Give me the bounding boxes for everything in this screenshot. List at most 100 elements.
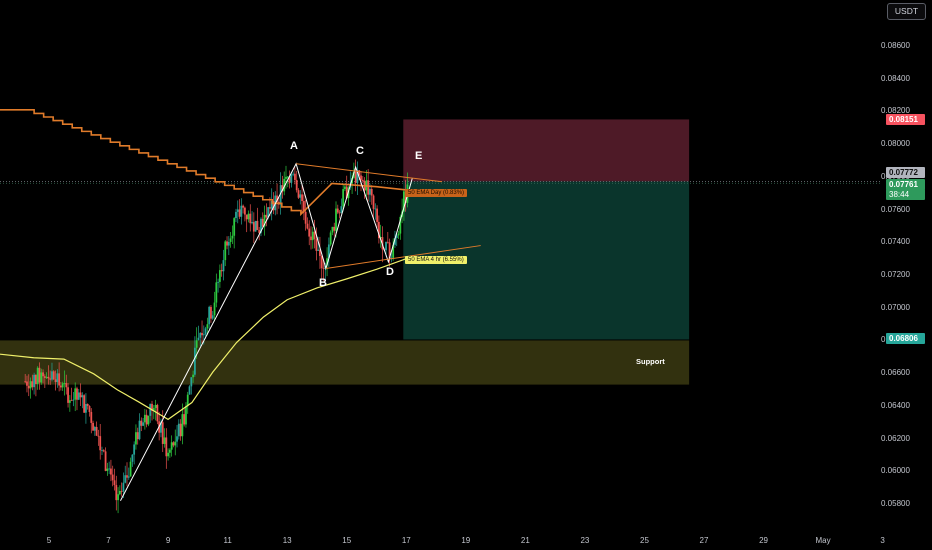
lower-trendline: [325, 245, 481, 269]
candle-body: [331, 226, 334, 233]
candle-body: [61, 383, 64, 388]
candle-body: [302, 201, 305, 212]
y-axis-tick: 0.08200: [881, 106, 910, 116]
candle-body: [138, 420, 141, 440]
candle-body: [49, 378, 52, 380]
candle-body: [90, 411, 93, 423]
candle-body: [40, 372, 43, 383]
currency-selector-button[interactable]: USDT: [887, 3, 926, 20]
support-zone-label: Support: [636, 357, 665, 366]
candle-body: [236, 209, 239, 212]
candle-body: [297, 190, 300, 198]
candle-body: [301, 194, 303, 202]
x-axis-tick: 23: [580, 536, 590, 545]
candle-body: [52, 371, 55, 380]
candle-body: [151, 403, 153, 411]
candle-body: [133, 444, 136, 455]
candle-body: [160, 422, 162, 433]
candle-body: [45, 376, 48, 378]
candle-body: [51, 371, 53, 380]
candle-body: [372, 195, 375, 209]
candle-body: [285, 176, 287, 179]
candle-body: [292, 173, 295, 175]
x-axis-tick: 21: [520, 536, 530, 545]
candle-body: [247, 213, 250, 220]
candle-body: [374, 208, 377, 210]
candle-body: [108, 468, 111, 470]
candle-body: [294, 173, 296, 180]
candle-body: [242, 205, 245, 208]
candle-body: [319, 249, 321, 256]
candle-body: [206, 324, 209, 329]
candle-body: [104, 451, 107, 471]
candle-body: [145, 414, 148, 425]
candle-body: [183, 414, 186, 425]
candle-body: [240, 205, 243, 217]
candle-body: [270, 200, 273, 209]
support-zone: [0, 340, 690, 385]
y-axis-tick: 0.05800: [881, 499, 910, 508]
candle-body: [254, 220, 257, 232]
candle-body: [42, 372, 44, 377]
x-axis-tick: 27: [699, 536, 709, 545]
y-axis-tick: 0.08000: [881, 139, 910, 149]
last-price-label: 0.07772: [886, 167, 925, 178]
candle-body: [338, 212, 341, 214]
candle-body: [126, 475, 128, 478]
candle-body: [154, 404, 157, 408]
candle-body: [29, 381, 32, 389]
candle-body: [122, 482, 125, 492]
candle-body: [279, 185, 282, 205]
candle-body: [261, 218, 264, 227]
candle-body: [377, 221, 380, 239]
stop-price-label: 0.06806: [886, 333, 925, 344]
candle-body: [60, 385, 62, 388]
candle-body: [215, 282, 218, 303]
current-price-label: 0.07761: [886, 179, 925, 190]
candle-body: [199, 332, 202, 338]
candle-body: [179, 423, 182, 437]
candle-body: [295, 179, 298, 191]
wave-label-e: E: [415, 150, 423, 162]
candle-body: [161, 422, 164, 444]
candle-body: [208, 306, 211, 325]
upper-trendline: [296, 163, 443, 183]
candle-body: [217, 281, 220, 283]
candle-body: [397, 233, 400, 236]
candle-body: [85, 404, 87, 413]
candle-body: [327, 244, 330, 259]
candle-body: [356, 170, 359, 183]
candle-body: [36, 367, 39, 384]
candle-body: [315, 238, 318, 251]
candle-body: [101, 450, 103, 452]
candle-body: [326, 258, 328, 266]
target-zone: [403, 119, 690, 182]
candle-body: [367, 180, 370, 195]
candle-body: [195, 340, 198, 348]
candle-body: [258, 229, 261, 233]
candle-body: [335, 208, 337, 231]
candle-body: [111, 474, 114, 481]
candle-body: [115, 485, 118, 501]
candle-body: [224, 241, 227, 261]
x-axis-tick: 11: [223, 536, 232, 545]
candle-body: [97, 435, 100, 437]
candle-body: [136, 432, 139, 440]
wave-label-d: D: [386, 266, 394, 278]
candle-body: [117, 494, 119, 501]
candle-body: [231, 235, 234, 239]
candle-body: [272, 200, 275, 211]
candle-body: [99, 436, 102, 451]
candle-body: [220, 270, 223, 272]
candle-body: [118, 490, 121, 495]
ema-day-tag: 50 EMA Day (0.83%): [405, 189, 468, 197]
candle-body: [192, 374, 194, 378]
candle-body: [167, 452, 169, 457]
candle-body: [235, 211, 237, 219]
candle-body: [211, 315, 214, 319]
candle-body: [395, 235, 398, 239]
candle-body: [379, 237, 382, 239]
y-axis-tick: 0.06000: [881, 466, 910, 476]
candle-body: [390, 257, 393, 259]
